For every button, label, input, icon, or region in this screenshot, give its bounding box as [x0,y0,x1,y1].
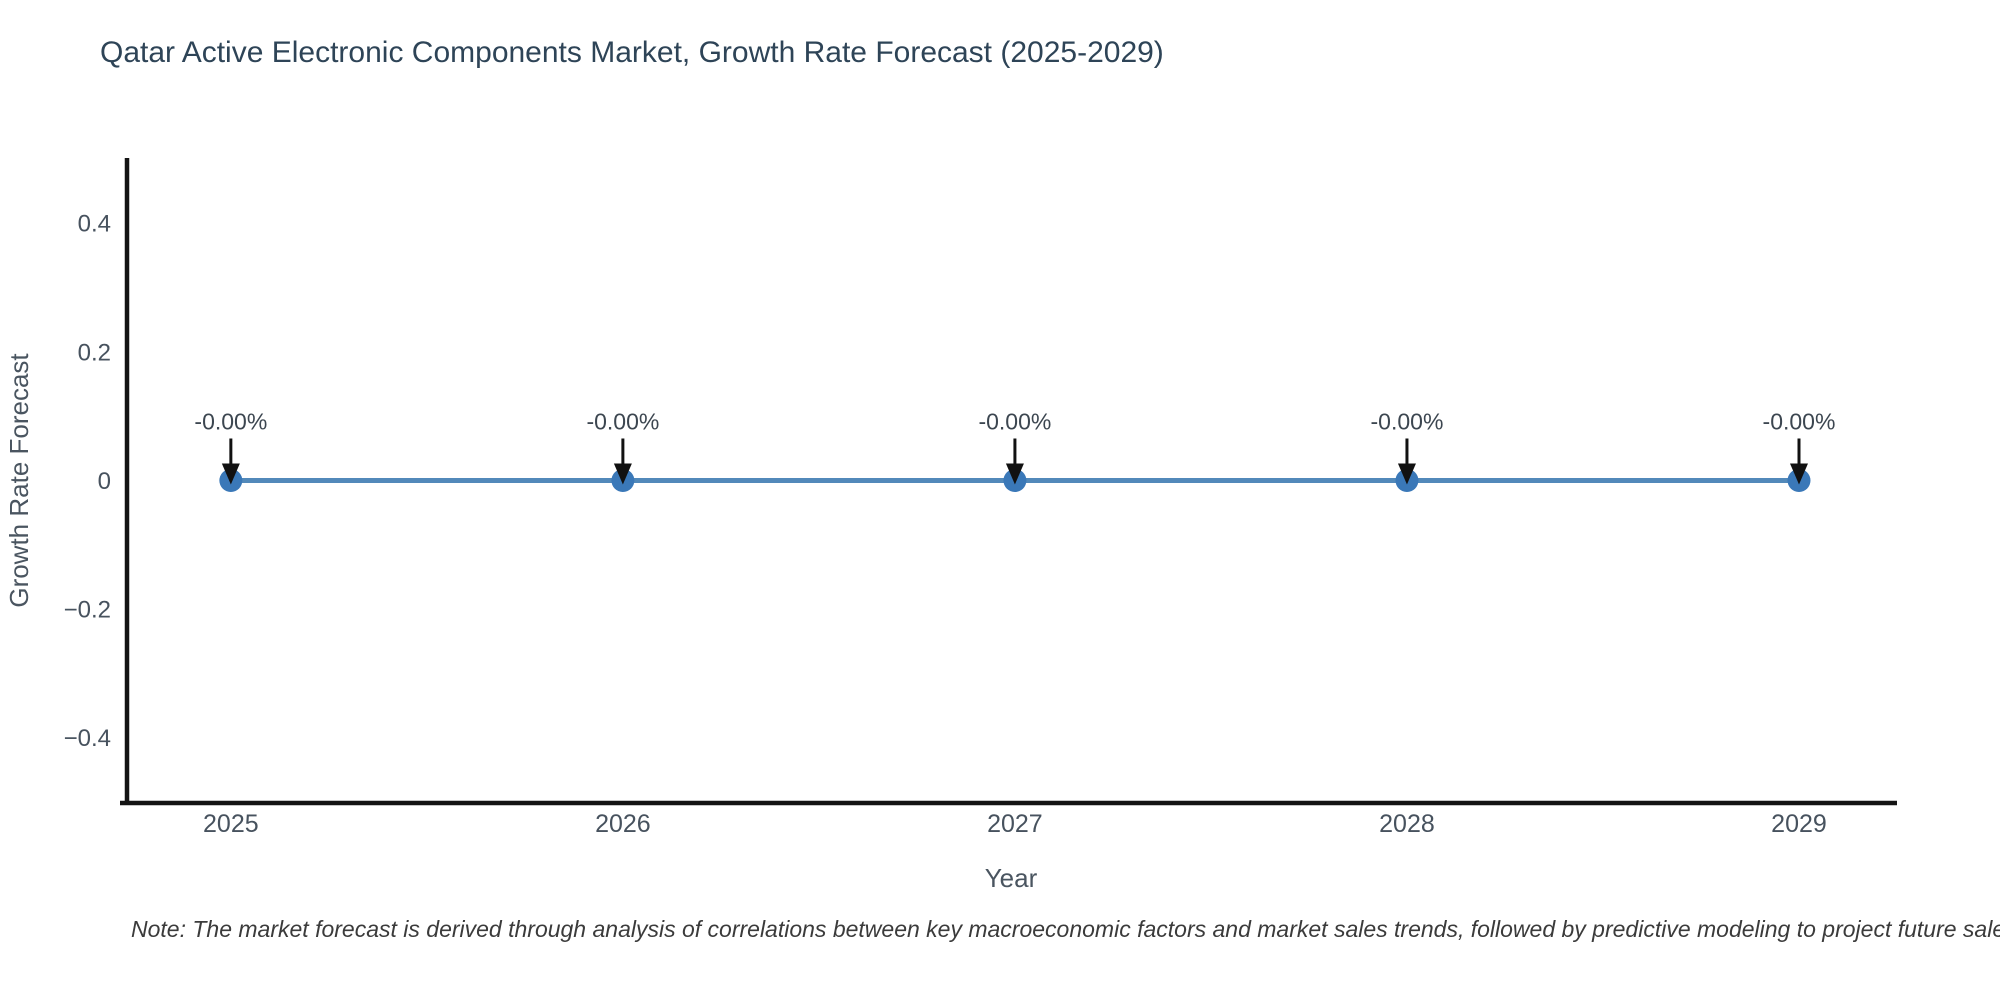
point-annotation-label: -0.00% [978,409,1051,435]
x-tick-label: 2028 [1379,810,1435,838]
annotation-arrowhead [1789,463,1808,485]
y-axis-title: Growth Rate Forecast [4,353,34,608]
point-annotation-label: -0.00% [1763,409,1836,435]
chart-footnote: Note: The market forecast is derived thr… [131,916,2000,942]
y-tick-label: 0 [98,468,111,495]
x-tick-label: 2027 [987,810,1043,838]
x-axis-title: Year [985,863,1038,893]
y-tick-label: −0.4 [64,725,111,752]
annotation-arrowhead [221,463,240,485]
y-tick-label: 0.2 [78,339,111,366]
y-tick-label: −0.2 [64,597,111,624]
x-tick-label: 2029 [1771,810,1827,838]
y-tick-label: 0.4 [78,211,111,238]
point-annotation-label: -0.00% [194,409,267,435]
annotation-arrowhead [1005,463,1024,485]
point-annotation-label: -0.00% [586,409,659,435]
annotation-arrowhead [613,463,632,485]
annotation-arrowhead [1397,463,1416,485]
point-annotation-label: -0.00% [1371,409,1444,435]
x-tick-label: 2026 [595,810,651,838]
x-tick-label: 2025 [203,810,259,838]
chart-title: Qatar Active Electronic Components Marke… [100,36,1164,69]
